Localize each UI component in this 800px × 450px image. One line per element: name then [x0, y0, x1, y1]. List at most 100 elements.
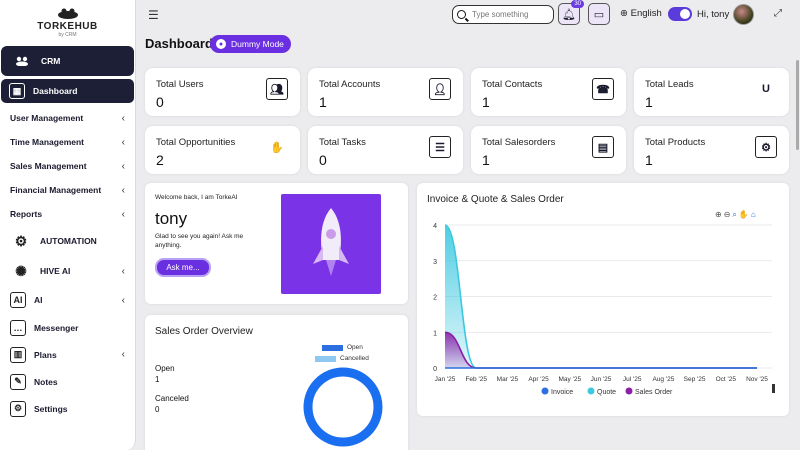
opportunities-icon: ✋ [270, 141, 284, 154]
sidebar-item-messenger[interactable]: … Messenger [0, 314, 135, 341]
products-icon: ⚙ [755, 136, 777, 158]
hamburger-menu-icon[interactable]: ☰ [148, 8, 159, 22]
x-tick-label: Oct '25 [716, 376, 737, 383]
x-tick-label: Aug '25 [652, 376, 674, 383]
series-area-sales-order [445, 332, 757, 368]
legend-marker [587, 387, 595, 395]
sidebar-item-label: User Management [10, 113, 84, 123]
stat-label: Total Salesorders [482, 137, 556, 148]
chevron-left-icon: ‹ [121, 160, 125, 172]
canceled-label: Canceled [155, 394, 189, 403]
chat-button[interactable]: ▭ [588, 3, 610, 25]
x-tick-label: Nov '25 [746, 376, 768, 383]
stat-card-salesorders[interactable]: Total Salesorders 1 ▤ [471, 126, 626, 174]
stat-value: 1 [482, 94, 490, 110]
welcome-card: Welcome back, I am TorkeAI tony Glad to … [145, 183, 408, 304]
sidebar-item-financial-management[interactable]: Financial Management ‹ [0, 178, 135, 202]
zoom-in-icon[interactable]: ⊕ [715, 210, 724, 219]
sidebar-item-hive-ai[interactable]: ✺ HIVE AI ‹ [0, 256, 135, 286]
logo-icon [57, 8, 78, 19]
legend-cancelled-label: Cancelled [340, 355, 369, 362]
brand-logo[interactable]: TORKEHUB by CRM [0, 0, 135, 46]
sidebar-item-settings[interactable]: ⚙ Settings [0, 395, 135, 422]
invoice-quote-chart-card: Invoice & Quote & Sales Order ⊕⊖⌕✋⌂ 0 1 2 3… [417, 183, 789, 416]
stat-card-contacts[interactable]: Total Contacts 1 ☎ [471, 68, 626, 116]
x-tick-label: Jan '25 [435, 376, 456, 383]
crm-icon [16, 56, 28, 66]
fullscreen-icon[interactable]: ⤢ [774, 8, 782, 19]
stat-card-users[interactable]: Total Users 0 👥︎ [145, 68, 300, 116]
stat-value: 1 [319, 94, 327, 110]
dummy-mode-button[interactable]: ● Dummy Mode [210, 35, 291, 53]
sidebar-item-dashboard[interactable]: ▦ Dashboard [1, 79, 134, 103]
x-tick-label: Jul '25 [623, 376, 642, 383]
stat-card-products[interactable]: Total Products 1 ⚙ [634, 126, 789, 174]
legend-label: Invoice [551, 389, 573, 396]
sidebar-hive-label: HIVE AI [40, 266, 71, 276]
stat-card-leads[interactable]: Total Leads 1 U [634, 68, 789, 116]
notifications-button[interactable]: 🔔︎ 30 [558, 0, 584, 25]
legend-label: Quote [597, 389, 616, 396]
automation-icon: ⚙ [10, 230, 32, 252]
pan-icon[interactable]: ✋ [738, 210, 751, 219]
theme-toggle[interactable] [668, 7, 692, 21]
stat-label: Total Contacts [482, 79, 543, 90]
rocket-icon [313, 208, 349, 276]
sidebar-item-user-management[interactable]: User Management ‹ [0, 106, 135, 130]
sales-donut-chart[interactable] [301, 365, 385, 449]
sidebar-automation-label: AUTOMATION [40, 236, 97, 246]
avatar[interactable] [733, 4, 754, 25]
stat-label: Total Leads [645, 79, 694, 90]
page-scrollbar[interactable] [796, 60, 799, 150]
stat-card-opportunities[interactable]: Total Opportunities 2 ✋ [145, 126, 300, 174]
account-icon: 👤︎ [429, 78, 451, 100]
users-icon: 👥︎ [266, 78, 288, 100]
sidebar-item-notes[interactable]: ✎ Notes [0, 368, 135, 395]
legend-open-label: Open [347, 344, 363, 351]
salesorders-icon: ▤ [592, 136, 614, 158]
sidebar-item-label: Sales Management [10, 161, 87, 171]
welcome-message: Glad to see you again! Ask me anything. [155, 233, 244, 249]
chart-title: Invoice & Quote & Sales Order [427, 194, 564, 205]
sidebar-item-crm[interactable]: CRM [1, 46, 134, 76]
sidebar-item-sales-management[interactable]: Sales Management ‹ [0, 154, 135, 178]
sidebar-item-ai[interactable]: AI AI ‹ [0, 286, 135, 314]
chart-scrollbar[interactable] [772, 384, 775, 393]
stat-label: Total Products [645, 137, 706, 148]
legend-marker [541, 387, 549, 395]
stat-card-tasks[interactable]: Total Tasks 0 ☰ [308, 126, 463, 174]
area-chart[interactable]: 0 1 2 3 4 Jan '25 Feb '25 Mar '25 Apr '25 May '25… [417, 183, 789, 416]
zoom-out-icon[interactable]: ⊖ [723, 210, 733, 219]
zoom-select-icon[interactable]: ⌕ [732, 210, 739, 219]
sidebar-crm-label: CRM [41, 56, 61, 66]
sidebar-item-plans[interactable]: ▥ Plans ‹ [0, 341, 135, 368]
chevron-left-icon: ‹ [121, 208, 125, 220]
contacts-icon: ☎ [592, 78, 614, 100]
sidebar-item-time-management[interactable]: Time Management ‹ [0, 130, 135, 154]
home-reset-icon[interactable]: ⌂ [750, 210, 758, 219]
bell-icon: 🔔︎ [562, 8, 576, 21]
chevron-left-icon: ‹ [121, 184, 125, 196]
stat-value: 1 [645, 94, 653, 110]
messenger-icon: … [10, 319, 26, 336]
sidebar-item-automation[interactable]: ⚙ AUTOMATION [0, 226, 135, 256]
welcome-intro: Welcome back, I am TorkeAI [155, 194, 238, 201]
chevron-left-icon: ‹ [121, 265, 125, 277]
dummy-mode-label: Dummy Mode [231, 39, 284, 49]
welcome-name: tony [155, 209, 188, 228]
stat-card-accounts[interactable]: Total Accounts 1 👤︎ [308, 68, 463, 116]
user-icon: ● [216, 39, 226, 49]
sidebar-item-reports[interactable]: Reports ‹ [0, 202, 135, 226]
ask-ai-button[interactable]: Ask me... [155, 258, 211, 277]
sales-order-overview-card: Sales Order Overview Open 1 Canceled 0 O… [145, 315, 408, 450]
y-tick-label: 4 [433, 223, 437, 230]
y-tick-label: 2 [433, 295, 437, 302]
donut-open-slice[interactable] [303, 367, 383, 447]
hive-ai-icon: ✺ [10, 260, 32, 282]
search-input[interactable]: Type something [452, 5, 554, 24]
language-selector[interactable]: ⊕ English [620, 8, 662, 19]
x-tick-label: Mar '25 [497, 376, 519, 383]
sidebar-dashboard-label: Dashboard [33, 86, 78, 96]
stat-value: 0 [156, 94, 164, 110]
stat-value: 1 [645, 152, 653, 168]
